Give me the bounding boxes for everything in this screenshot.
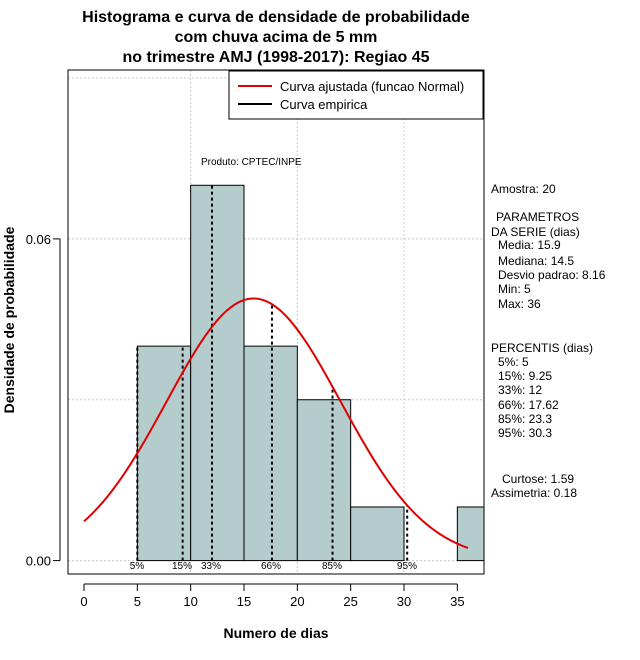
histogram-bar-0	[136, 345, 192, 562]
percentile-33: 33%: 12	[498, 383, 542, 397]
percentile-15: 15%: 9.25	[498, 369, 552, 383]
param-max: Max: 36	[498, 297, 541, 311]
y-axis-title: Densidade de probabilidade	[1, 226, 17, 413]
y-tick-label-1: 0.06	[26, 232, 51, 247]
param-min: Min: 5	[498, 282, 531, 296]
chart-title-line-3: no trimestre AMJ (1998-2017): Regiao 45	[122, 49, 429, 66]
x-tick-label-35: 35	[450, 594, 464, 609]
histogram-bars	[136, 184, 485, 562]
normal-curve-layer	[83, 297, 469, 549]
percentile-85: 85%: 23.3	[498, 412, 552, 426]
legend-box	[228, 70, 484, 120]
chart-title-line-1: Histograma e curva de densidade de proba…	[82, 9, 470, 26]
histogram-bar-4	[350, 506, 405, 562]
skewness: Assimetria: 0.18	[491, 486, 577, 500]
percentile-label-66%: 66%	[261, 561, 281, 572]
product-annotation: Produto: CPTEC/INPE	[201, 157, 302, 168]
x-tick-label-0: 0	[80, 594, 87, 609]
legend: Curva ajustada (funcao Normal) Curva emp…	[228, 70, 484, 120]
y-tick-label-0: 0.00	[26, 554, 51, 569]
percentiles-title: PERCENTIS (dias)	[491, 341, 593, 355]
plot-frame	[67, 69, 485, 575]
axes: 0 5 10 15 20 25 30 35 0.00 0.06	[26, 232, 465, 609]
percentile-lines: 5% 15% 33% 66% 85% 95%	[130, 185, 417, 572]
sample-size: Amostra: 20	[491, 182, 556, 196]
histogram-bar-3	[296, 399, 352, 562]
params-title-2: DA SERIE (dias)	[491, 225, 580, 239]
param-mean: Media: 15.9	[498, 238, 561, 252]
side-panel: Amostra: 20 PARAMETROS DA SERIE (dias) M…	[491, 182, 606, 500]
percentile-label-95%: 95%	[397, 561, 417, 572]
legend-label-normal: Curva ajustada (funcao Normal)	[280, 79, 464, 94]
percentile-66: 66%: 17.62	[498, 398, 559, 412]
histogram-bar-6	[456, 506, 485, 562]
histogram-bar-2	[243, 345, 298, 562]
param-median: Mediana: 14.5	[498, 254, 574, 268]
percentile-95: 95%: 30.3	[498, 426, 552, 440]
x-tick-label-30: 30	[397, 594, 411, 609]
x-tick-label-25: 25	[343, 594, 357, 609]
normal-curve	[83, 297, 469, 549]
percentile-label-5%: 5%	[130, 561, 145, 572]
x-tick-label-5: 5	[134, 594, 141, 609]
histogram-bar-1	[190, 184, 245, 562]
percentile-label-33%: 33%	[201, 561, 221, 572]
x-tick-label-10: 10	[183, 594, 197, 609]
kurtosis: Curtose: 1.59	[502, 472, 574, 486]
chart-title-line-2: com chuva acima de 5 mm	[175, 29, 378, 46]
legend-label-empirical: Curva empirica	[280, 97, 368, 112]
percentile-label-15%: 15%	[172, 561, 192, 572]
params-title-1: PARAMETROS	[496, 210, 579, 224]
percentile-5: 5%: 5	[498, 355, 529, 369]
param-sd: Desvio padrao: 8.16	[498, 268, 606, 282]
x-tick-label-15: 15	[237, 594, 251, 609]
x-tick-label-20: 20	[290, 594, 304, 609]
x-axis-title: Numero de dias	[223, 625, 328, 641]
percentile-label-85%: 85%	[322, 561, 342, 572]
